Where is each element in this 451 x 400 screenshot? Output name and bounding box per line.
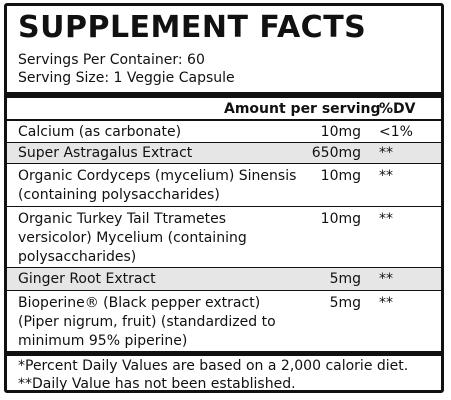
dv-header: %DV (379, 101, 416, 117)
ingredient-amount: 5mg (329, 295, 361, 311)
amount-per-serving-header: Amount per serving (224, 101, 381, 117)
ingredient-dv: ** (379, 295, 393, 311)
panel-title: SUPPLEMENT FACTS (18, 10, 367, 45)
table-row: Calcium (as carbonate) 10mg <1% (7, 122, 441, 142)
footnote-percent-dv: *Percent Daily Values are based on a 2,0… (18, 358, 409, 374)
row-divider (7, 267, 441, 268)
ingredient-name: Ginger Root Extract (18, 271, 156, 287)
ingredient-amount: 5mg (329, 271, 361, 287)
row-divider (7, 206, 441, 207)
thick-divider (7, 92, 441, 98)
ingredient-amount: 10mg (320, 211, 361, 227)
ingredient-amount: 650mg (311, 145, 361, 161)
servings-per-container: Servings Per Container: 60 (18, 52, 205, 68)
ingredient-dv: ** (379, 168, 393, 184)
header-divider (7, 119, 441, 121)
table-row: Ginger Root Extract 5mg ** (7, 268, 441, 290)
ingredient-name: Super Astragalus Extract (18, 145, 193, 161)
ingredient-name: Organic Cordyceps (mycelium) Sinensis (c… (18, 168, 297, 203)
table-row: Organic Turkey Tail Ttrametes versicolor… (7, 207, 441, 267)
ingredient-dv: ** (379, 271, 393, 287)
table-row: Super Astragalus Extract 650mg ** (7, 143, 441, 163)
footnote-not-established: **Daily Value has not been established. (18, 376, 296, 392)
ingredient-dv: <1% (379, 124, 413, 140)
ingredient-amount: 10mg (320, 124, 361, 140)
table-row: Bioperine® (Black pepper extract) (Piper… (7, 291, 441, 351)
ingredient-name: Organic Turkey Tail Ttrametes versicolor… (18, 211, 247, 265)
ingredient-name: Calcium (as carbonate) (18, 124, 182, 140)
ingredient-dv: ** (379, 145, 393, 161)
row-divider (7, 290, 441, 291)
row-divider (7, 163, 441, 164)
ingredient-name: Bioperine® (Black pepper extract) (Piper… (18, 295, 276, 349)
table-row: Organic Cordyceps (mycelium) Sinensis (c… (7, 164, 441, 206)
ingredient-amount: 10mg (320, 168, 361, 184)
ingredient-dv: ** (379, 211, 393, 227)
serving-size: Serving Size: 1 Veggie Capsule (18, 70, 235, 86)
row-divider (7, 142, 441, 143)
thick-divider-bottom (7, 351, 441, 356)
supplement-facts-panel: SUPPLEMENT FACTS Servings Per Container:… (4, 3, 444, 393)
